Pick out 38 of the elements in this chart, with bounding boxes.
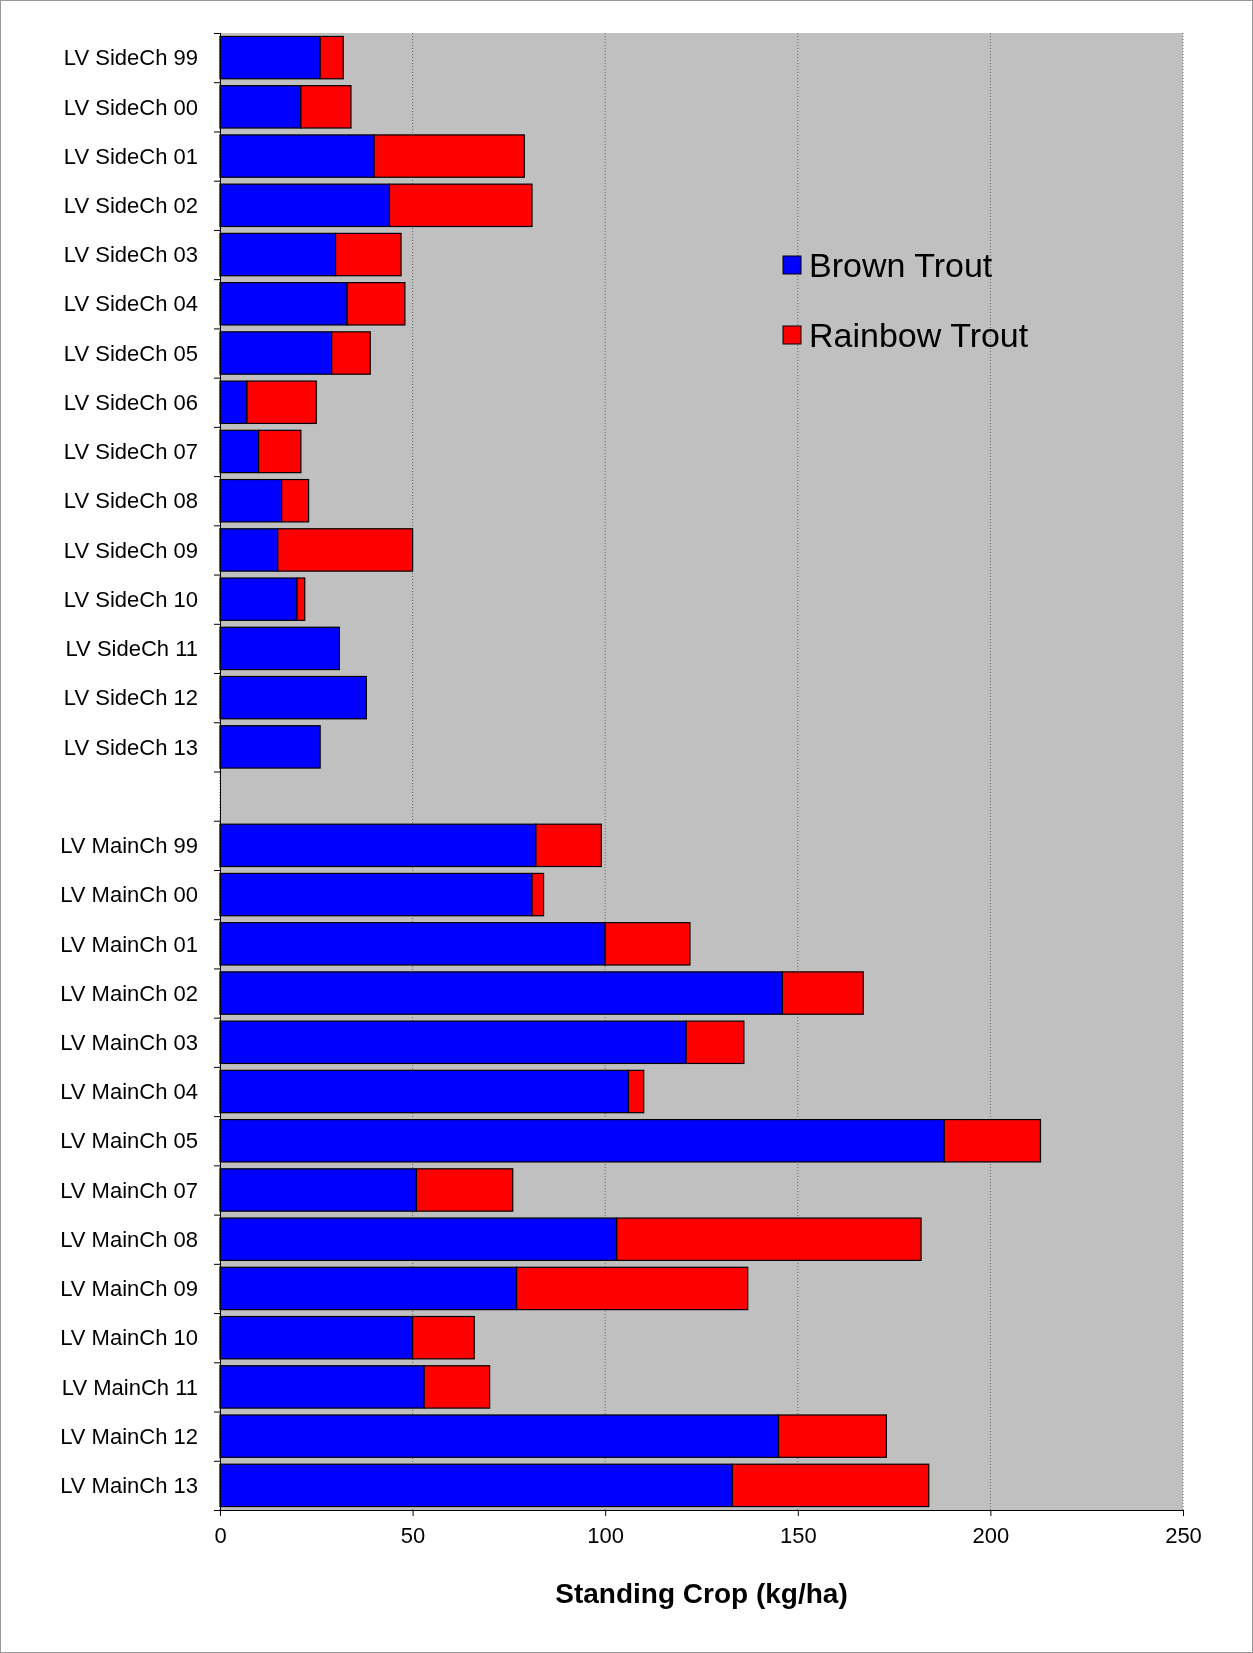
y-tick-label: LV SideCh 09: [63, 537, 198, 563]
y-tick-label: LV MainCh 00: [60, 882, 198, 908]
y-tick-label: LV SideCh 02: [63, 193, 198, 219]
y-tick-label: LV MainCh 09: [60, 1276, 198, 1302]
y-tick-label: LV MainCh 02: [60, 980, 198, 1006]
y-tick-label: LV SideCh 08: [63, 488, 198, 514]
y-tick-label: LV MainCh 10: [60, 1325, 198, 1351]
y-tick-label: LV SideCh 13: [63, 734, 198, 760]
y-tick-label: LV MainCh 99: [60, 833, 198, 859]
y-tick-label: LV SideCh 12: [63, 685, 198, 711]
x-tick-label: 200: [972, 1523, 1010, 1549]
y-tick-label: LV MainCh 12: [60, 1423, 198, 1449]
y-tick-label: LV MainCh 07: [60, 1177, 198, 1203]
y-tick-label: LV SideCh 04: [63, 291, 198, 317]
x-axis-title: Standing Crop (kg/ha): [555, 1578, 848, 1609]
y-tick-label: LV SideCh 11: [65, 636, 198, 662]
y-tick-label: LV MainCh 04: [60, 1079, 198, 1105]
x-tick-label: 150: [779, 1523, 817, 1549]
y-tick-label: LV MainCh 08: [60, 1226, 198, 1252]
y-tick-label: LV MainCh 05: [60, 1128, 198, 1154]
y-tick-label: LV SideCh 99: [63, 45, 198, 71]
x-tick-label: 100: [587, 1523, 625, 1549]
y-tick-label: LV MainCh 01: [60, 931, 198, 957]
y-tick-label: LV SideCh 03: [63, 242, 198, 268]
y-tick-label: LV MainCh 13: [60, 1473, 198, 1499]
x-tick-label: 0: [214, 1523, 227, 1549]
legend-label: Brown Trout: [809, 245, 993, 284]
y-tick-label: LV SideCh 05: [63, 340, 198, 366]
x-tick-label: 50: [400, 1523, 426, 1549]
y-tick-label: LV MainCh 11: [61, 1374, 198, 1400]
y-tick-label: LV MainCh 03: [60, 1029, 198, 1055]
y-tick-label: LV SideCh 07: [63, 439, 198, 465]
y-tick-label: LV SideCh 10: [63, 586, 198, 612]
y-tick-label: LV SideCh 00: [63, 94, 198, 120]
x-tick-label: 250: [1165, 1523, 1202, 1549]
legend-label: Rainbow Trout: [809, 315, 1029, 354]
y-tick-label: LV SideCh 01: [63, 143, 198, 169]
y-tick-label: LV SideCh 06: [63, 389, 198, 415]
